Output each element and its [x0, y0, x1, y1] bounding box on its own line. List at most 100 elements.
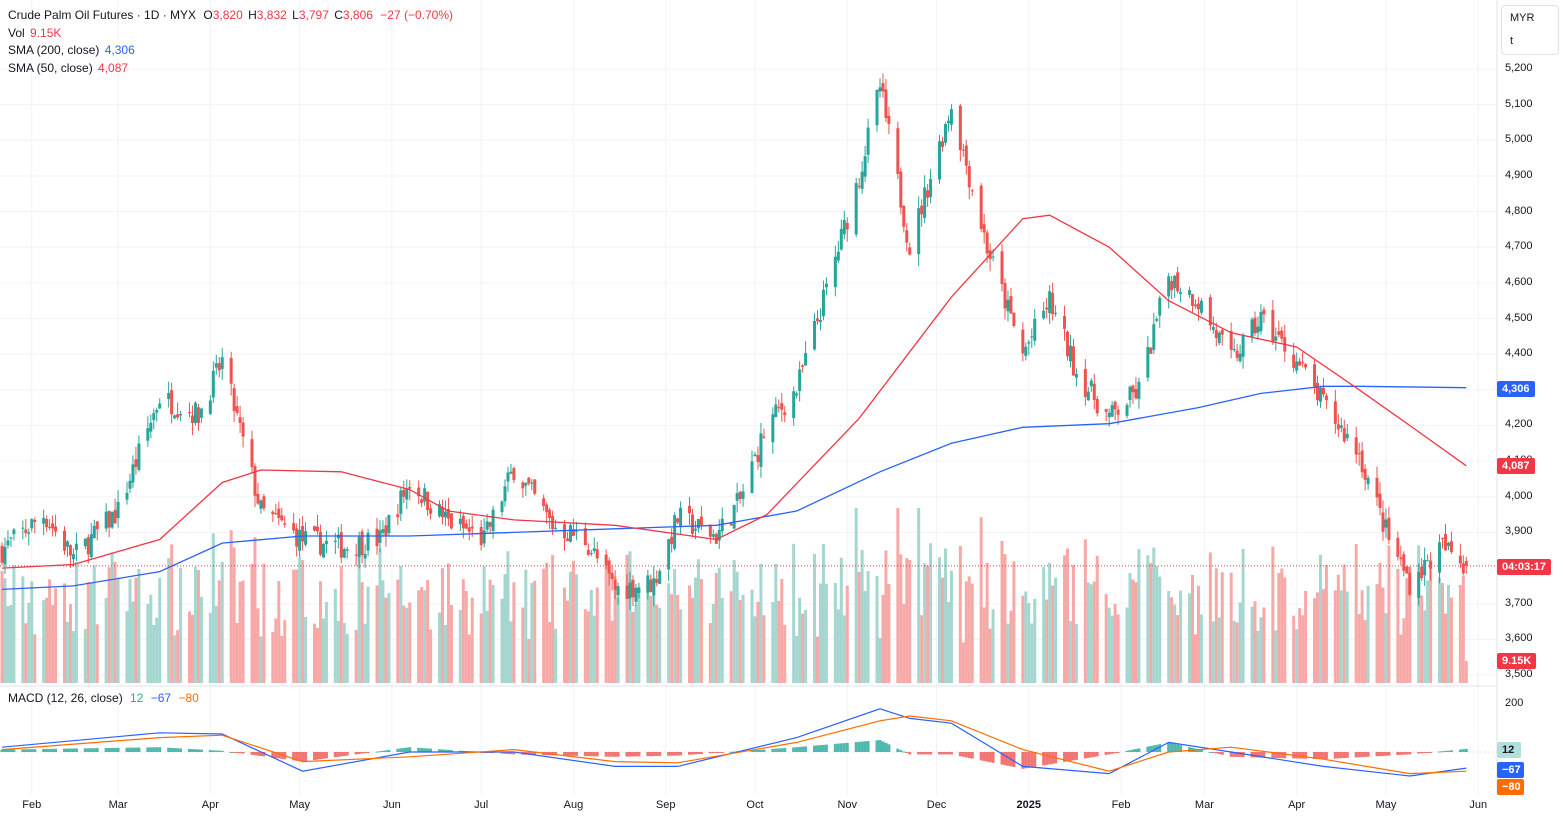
macd-legend[interactable]: MACD (12, 26, close) 12 −67 −80	[8, 691, 199, 705]
macd-histogram-bar	[292, 752, 296, 761]
volume-bar	[116, 577, 120, 683]
volume-bar	[381, 580, 385, 683]
volume-bar	[750, 589, 754, 683]
sma200-legend-row[interactable]: SMA (200, close) 4,306	[8, 42, 453, 60]
candle-body	[1042, 310, 1046, 319]
volume-bar	[649, 595, 653, 683]
candle-body	[1051, 292, 1055, 315]
macd-histogram-bar	[875, 740, 879, 752]
sma200-label: SMA (200, close)	[8, 43, 100, 57]
volume-bar	[991, 609, 995, 683]
macd-histogram-bar	[1438, 751, 1442, 753]
macd-histogram-bar	[92, 748, 96, 752]
volume-bar	[1107, 607, 1111, 683]
volume-bar	[1396, 568, 1400, 683]
macd-histogram-bar	[318, 752, 322, 760]
volume-bar	[1155, 566, 1159, 683]
volume-legend-row[interactable]: Vol 9.15K	[8, 25, 453, 43]
price-tick-label: 3,600	[1505, 632, 1533, 645]
macd-histogram-bar	[1071, 752, 1075, 761]
symbol-title[interactable]: Crude Palm Oil Futures · 1D · MYX	[8, 8, 197, 22]
macd-histogram-bar	[232, 752, 236, 753]
time-tick-label: Mar	[1194, 799, 1214, 811]
volume-bar	[571, 560, 575, 683]
macd-histogram-bar	[259, 752, 263, 756]
volume-bar	[318, 581, 322, 683]
volume-bar	[1021, 595, 1025, 683]
volume-bar	[1387, 545, 1391, 683]
candle-body	[199, 408, 203, 418]
macd-histogram-bar	[1214, 752, 1218, 754]
candle-body	[408, 486, 412, 489]
volume-bar	[1000, 540, 1004, 683]
candle-body	[232, 388, 236, 411]
volume-bar	[107, 567, 111, 683]
candle-body	[1006, 299, 1010, 312]
candle-body	[354, 554, 358, 556]
candle-body	[1449, 541, 1453, 552]
volume-bar	[753, 616, 757, 683]
volume-bar	[1321, 589, 1325, 683]
candle-body	[193, 402, 197, 423]
macd-histogram-bar	[1089, 752, 1093, 758]
candle-body	[813, 320, 817, 350]
candle-body	[818, 320, 822, 323]
candle-body	[607, 560, 611, 574]
volume-bar	[1065, 548, 1069, 683]
candle-body	[1301, 362, 1305, 364]
candle-body	[1063, 315, 1067, 329]
macd-histogram-bar	[250, 752, 254, 755]
macd-histogram-bar	[821, 744, 825, 752]
volume-bar	[1167, 591, 1171, 683]
candle-body	[1426, 560, 1430, 562]
macd-histogram-bar	[1134, 749, 1138, 752]
macd-histogram-bar	[1384, 752, 1388, 756]
high-label: H	[248, 8, 257, 22]
currency-selector[interactable]: MYR t	[1501, 5, 1559, 55]
volume-bar	[63, 583, 67, 683]
candle-body	[345, 549, 349, 551]
volume-bar	[1423, 610, 1427, 683]
macd-histogram-bar	[1006, 752, 1010, 766]
volume-bar	[1298, 608, 1302, 683]
volume-bar	[512, 582, 516, 683]
volume-bar	[214, 605, 218, 683]
macd-histogram-bar	[1149, 746, 1153, 752]
macd-histogram-bar	[949, 752, 953, 755]
candle-body	[753, 454, 757, 457]
candle-body	[440, 507, 444, 518]
volume-bar	[1461, 575, 1465, 683]
volume-bar	[405, 607, 409, 683]
macd-line-value: −67	[150, 691, 172, 705]
macd-histogram-bar	[729, 751, 733, 753]
volume-bar	[1443, 613, 1447, 683]
macd-histogram-bar	[1211, 752, 1215, 753]
volume-bar	[440, 568, 444, 683]
volume-bar	[438, 612, 442, 683]
macd-histogram-bar	[1021, 752, 1025, 769]
time-tick-label: Nov	[837, 799, 858, 811]
volume-bar	[65, 621, 69, 683]
volume-bar	[1449, 597, 1453, 683]
candle-body	[1193, 304, 1197, 307]
candle-body	[949, 109, 953, 125]
candle-body	[676, 518, 680, 523]
candle-body	[1464, 560, 1468, 566]
macd-histogram-bar	[1339, 752, 1343, 759]
macd-histogram-bar	[908, 752, 912, 755]
candle-body	[1262, 309, 1266, 315]
macd-histogram-bar	[1443, 750, 1447, 752]
candle-body	[512, 468, 516, 481]
volume-bar	[134, 577, 138, 683]
candle-body	[1339, 425, 1343, 428]
volume-bar	[420, 587, 424, 683]
volume-bar	[259, 636, 263, 683]
volume-bar	[839, 557, 843, 683]
volume-bar	[21, 576, 25, 683]
candle-body	[982, 224, 986, 233]
macd-histogram-bar	[1051, 752, 1055, 764]
macd-histogram-bar	[1301, 752, 1305, 759]
volume-bar	[488, 579, 492, 683]
sma50-legend-row[interactable]: SMA (50, close) 4,087	[8, 60, 453, 78]
